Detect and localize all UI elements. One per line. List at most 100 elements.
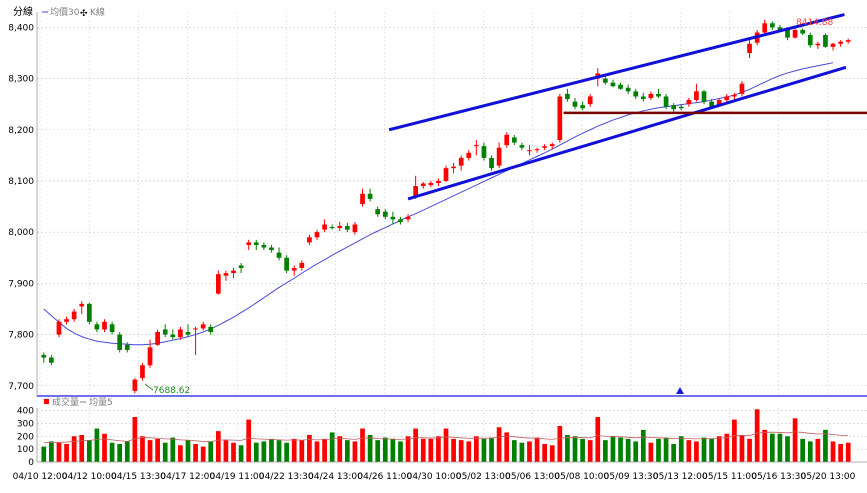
candle-body xyxy=(94,324,100,330)
volume-bar xyxy=(344,440,350,462)
volume-bar xyxy=(511,440,517,462)
candle-body xyxy=(231,270,236,274)
volume-bar xyxy=(694,441,699,462)
time-tick-label: 04/22 13:30 xyxy=(259,472,314,482)
candle-body xyxy=(436,180,441,184)
candle-body xyxy=(739,83,745,94)
volume-tick-label: 100 xyxy=(17,445,34,455)
volume-bar xyxy=(777,433,783,462)
volume-bar xyxy=(481,438,487,462)
candle-body xyxy=(466,152,472,158)
volume-bar xyxy=(845,442,851,462)
volume-bar xyxy=(382,437,388,462)
volume-bar xyxy=(284,442,289,462)
candle-body xyxy=(511,137,517,143)
volume-bar xyxy=(724,433,730,462)
candle-body xyxy=(732,94,737,97)
time-tick-label: 04/26 11:00 xyxy=(357,472,412,482)
volume-bar xyxy=(367,435,373,462)
volume-bar xyxy=(299,440,305,462)
candle-body xyxy=(344,226,350,230)
volume-bar xyxy=(451,438,456,462)
volume-bar xyxy=(739,435,745,462)
volume-bar xyxy=(466,441,472,462)
candle-body xyxy=(329,227,335,229)
candle-body xyxy=(109,324,115,332)
volume-bar xyxy=(519,442,525,462)
low-label: 7688.62 xyxy=(153,386,190,396)
time-tick-label: 04/30 10:00 xyxy=(407,472,462,482)
volume-bar xyxy=(322,438,327,462)
volume-bar xyxy=(474,436,479,462)
candle-body xyxy=(314,232,320,238)
candle-body xyxy=(360,193,365,204)
candle-body xyxy=(838,41,843,44)
volume-bar xyxy=(671,444,677,462)
candle-body xyxy=(580,105,585,109)
volume-bar xyxy=(329,432,335,462)
candle-body xyxy=(246,242,252,245)
volume-bar xyxy=(648,442,654,462)
volume-bar xyxy=(94,428,100,462)
volume-bar xyxy=(625,438,631,462)
candle-body xyxy=(49,357,54,363)
candle-body xyxy=(815,43,821,46)
volume-legend-label: 成交量 xyxy=(52,396,79,408)
volume-bar xyxy=(170,437,176,462)
volume-bar xyxy=(375,440,381,462)
candle-body xyxy=(716,100,722,106)
price-tick-label: 8,100 xyxy=(8,177,34,187)
volume-bar xyxy=(595,417,601,462)
time-tick-label: 05/02 13:00 xyxy=(456,472,511,482)
volume-bar xyxy=(610,436,616,462)
price-axis-labels: 8,400 8,300 8,200 8,100 8,000 7,900 7,800 7,700 xyxy=(8,23,34,391)
volume-bar xyxy=(223,440,229,462)
time-tick-label: 05/20 13:00 xyxy=(801,472,856,482)
volume-bar xyxy=(208,441,214,462)
volume-bar xyxy=(428,438,434,462)
candle-body xyxy=(618,84,623,89)
lower-channel-line xyxy=(407,65,847,201)
candle-body xyxy=(170,334,176,338)
volume-bar xyxy=(815,438,821,462)
candle-body xyxy=(284,257,289,271)
volume-bar xyxy=(656,438,661,462)
volume-bar xyxy=(785,436,790,462)
time-tick-label: 04/19 11:00 xyxy=(210,472,265,482)
candlesticks xyxy=(41,19,851,394)
volume-bar xyxy=(413,428,418,462)
volume-bar xyxy=(504,432,510,462)
candle-body xyxy=(124,344,130,350)
volume-bar xyxy=(716,436,722,462)
volume-bar xyxy=(352,441,358,462)
volume-bar xyxy=(71,436,77,462)
volume-bar xyxy=(155,438,160,462)
price-tick-label: 7,800 xyxy=(8,331,34,341)
volume-bar xyxy=(360,428,365,462)
candle-body xyxy=(701,91,707,102)
candle-body xyxy=(496,147,502,166)
volume-bar xyxy=(701,437,707,462)
chart-title: 分線 xyxy=(13,5,33,18)
candle-body xyxy=(86,303,92,322)
candle-body xyxy=(238,265,244,268)
candle-body xyxy=(458,157,464,166)
candle-body xyxy=(845,40,851,42)
candle-body xyxy=(565,93,570,100)
volume-bar xyxy=(565,435,570,462)
volume-bar xyxy=(603,440,608,462)
candle-body xyxy=(155,332,160,345)
candle-body xyxy=(291,268,297,271)
volume-bar xyxy=(663,437,669,462)
time-tick-label: 05/13 12:00 xyxy=(653,472,708,482)
volume-bar xyxy=(542,444,548,462)
candle-body xyxy=(640,96,646,100)
candle-body xyxy=(375,209,381,215)
candle-body xyxy=(823,35,828,47)
candle-body xyxy=(223,273,229,276)
volume-bar xyxy=(314,441,320,462)
volume-bar xyxy=(200,446,206,462)
upper-channel-line xyxy=(388,13,845,132)
